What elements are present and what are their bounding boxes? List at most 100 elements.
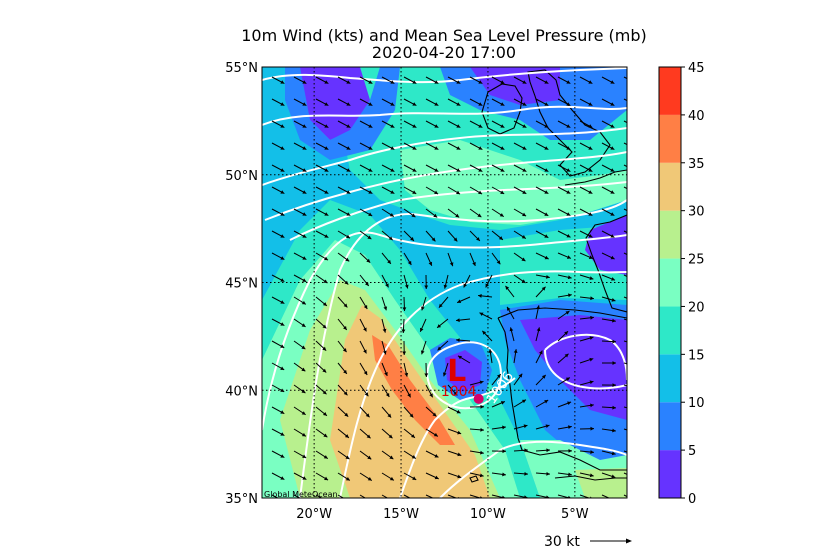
lon-tick-label: 15°W <box>383 507 419 522</box>
wind-arrowhead <box>401 329 406 333</box>
wind-arrowhead <box>412 146 417 150</box>
france-coast <box>564 169 627 313</box>
wind-arrowhead <box>302 476 307 480</box>
wind-arrowhead <box>365 413 370 418</box>
wind-arrow <box>623 340 627 343</box>
wind-arrowhead <box>324 212 329 216</box>
colorbar-tick-label: 10 <box>688 396 705 411</box>
wind-arrowhead <box>404 284 409 289</box>
colorbar-tick-label: 5 <box>688 444 696 459</box>
wind-arrowhead <box>280 256 285 260</box>
wind-arrowhead <box>455 213 460 218</box>
wind-arrowhead <box>384 372 388 376</box>
africa-coast <box>554 475 627 481</box>
wind-arrowhead <box>382 328 387 333</box>
wind-arrowhead <box>521 399 526 404</box>
wind-arrowhead <box>524 471 528 476</box>
wind-arrowhead <box>367 477 372 481</box>
low-pressure-label: 1004 <box>441 384 477 400</box>
wind-band-0-5-france <box>585 215 627 275</box>
wind-arrowhead <box>521 257 526 262</box>
wind-arrowhead <box>541 374 546 379</box>
wind-arrowhead <box>368 190 373 194</box>
wind-arrowhead <box>589 473 594 478</box>
wind-arrowhead <box>323 433 328 438</box>
wind-arrowhead <box>280 212 285 216</box>
wind-arrow <box>623 274 627 277</box>
wind-arrowhead <box>500 146 505 150</box>
isobar-2 <box>262 127 627 186</box>
wind-arrowhead <box>544 234 549 238</box>
wind-arrowhead <box>280 102 285 106</box>
wind-arrowhead <box>324 80 329 84</box>
wind-arrowhead <box>345 257 350 262</box>
wind-arrowhead <box>632 212 636 215</box>
colorbar-band <box>659 114 681 163</box>
wind-arrow <box>623 142 627 146</box>
wind-arrowhead <box>407 393 411 398</box>
wind-arrowhead <box>301 367 306 372</box>
wind-arrowhead <box>302 498 306 501</box>
wind-arrowhead <box>632 102 636 105</box>
wind-arrowhead <box>345 476 350 481</box>
wind-arrowhead <box>368 80 373 84</box>
wind-arrowhead <box>480 450 484 455</box>
lon-tick-label: 5°W <box>561 507 589 522</box>
wind-arrowhead <box>632 124 636 127</box>
wind-arrowhead <box>566 212 571 216</box>
wind-arrowhead <box>588 146 593 150</box>
wind-arrowhead <box>612 428 616 433</box>
wind-arrow <box>623 230 627 234</box>
colorbar-tick-label: 30 <box>688 205 705 220</box>
wind-arrowhead <box>438 303 443 308</box>
wind-arrowhead <box>302 256 307 260</box>
wind-arrow <box>623 406 627 409</box>
wind-arrow <box>337 494 345 498</box>
wind-arrowhead <box>477 213 482 218</box>
wind-arrowhead <box>323 412 327 416</box>
map-title: 10m Wind (kts) and Mean Sea Level Pressu… <box>241 26 647 45</box>
wind-arrowhead <box>302 146 307 150</box>
wind-arrowhead <box>479 380 484 385</box>
wind-arrowhead <box>280 300 285 304</box>
wind-arrow <box>623 76 627 80</box>
wind-arrowhead <box>387 259 391 264</box>
wind-arrowhead <box>456 168 461 172</box>
wind-arrowhead <box>412 190 417 194</box>
wind-arrowhead <box>280 190 285 194</box>
wind-arrowhead <box>368 124 373 128</box>
coastlines <box>469 69 627 483</box>
wind-arrowhead <box>280 344 285 348</box>
wind-arrowhead <box>368 499 372 502</box>
wind-arrowhead <box>611 277 616 281</box>
wind-arrowhead <box>302 124 307 128</box>
wind-arrowhead <box>610 102 615 106</box>
wind-arrowhead <box>368 168 373 172</box>
wind-arrowhead <box>412 102 417 106</box>
wind-arrowhead <box>428 261 433 266</box>
wind-arrowhead <box>302 454 307 458</box>
wind-arrowhead <box>522 190 527 194</box>
wind-arrowhead <box>302 102 307 106</box>
wind-arrowhead <box>280 168 285 172</box>
wind-arrowhead <box>434 475 439 480</box>
wind-arrowhead <box>302 168 307 172</box>
wind-arrowhead <box>588 102 593 106</box>
wind-vectors <box>271 76 636 502</box>
colorbar-tick-label: 25 <box>688 253 705 268</box>
wind-arrowhead <box>457 355 462 360</box>
isobar-6 <box>262 231 627 431</box>
wind-arrowhead <box>478 124 483 128</box>
wind-arrowhead <box>456 409 461 414</box>
lat-tick-label: 40°N <box>225 384 258 399</box>
wind-arrowhead <box>544 400 549 404</box>
wind-arrowhead <box>612 339 616 344</box>
wind-arrow <box>403 494 411 498</box>
wind-arrowhead <box>434 146 439 150</box>
wind-arrowhead <box>390 102 395 106</box>
wind-arrowhead <box>346 212 351 216</box>
wind-arrowhead <box>632 234 636 237</box>
isobar-iberia <box>544 333 627 390</box>
wind-arrowhead <box>479 473 484 478</box>
wind-arrow <box>623 362 627 365</box>
